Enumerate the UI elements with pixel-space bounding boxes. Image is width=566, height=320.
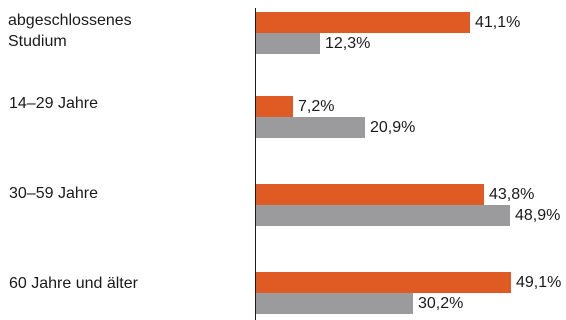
data-label: 7,2% — [298, 98, 335, 115]
bar-orange — [256, 184, 484, 205]
category-label: 30–59 Jahre — [9, 185, 98, 202]
category-label: 60 Jahre und älter — [9, 275, 138, 292]
bar-orange — [256, 12, 470, 33]
bar-orange — [256, 96, 293, 117]
data-label: 41,1% — [475, 14, 521, 31]
data-label: 12,3% — [325, 35, 371, 52]
data-label: 43,8% — [489, 186, 535, 203]
data-label: 20,9% — [370, 119, 416, 136]
data-label: 49,1% — [516, 274, 562, 291]
category-label: abgeschlossenes Studium — [8, 12, 132, 50]
bar-gray — [256, 33, 320, 54]
data-label: 48,9% — [515, 207, 561, 224]
bar-gray — [256, 117, 365, 138]
category-label: 14–29 Jahre — [9, 95, 98, 112]
bar-gray — [256, 205, 510, 226]
data-label: 30,2% — [418, 295, 464, 312]
bar-gray — [256, 293, 413, 314]
bar-orange — [256, 272, 511, 293]
